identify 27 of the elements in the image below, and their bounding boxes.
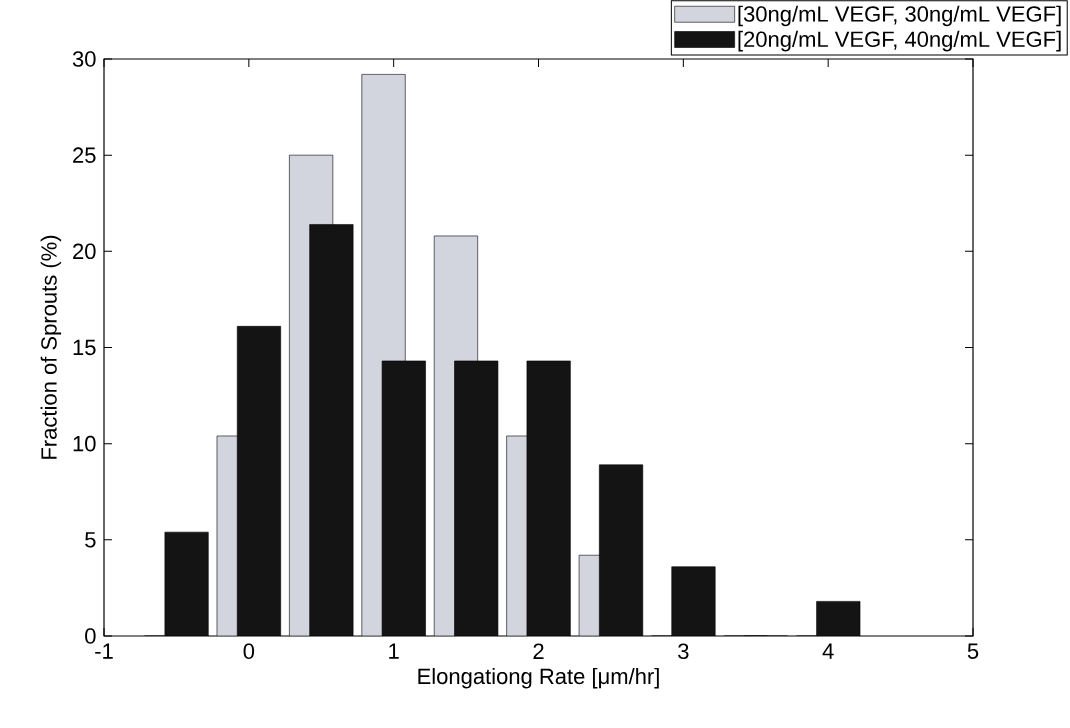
bar xyxy=(816,601,861,636)
x-tick-label: 4 xyxy=(822,643,834,659)
y-tick-label: 5 xyxy=(85,532,96,548)
x-tick-label: 3 xyxy=(678,643,689,660)
x-tick-label: 0 xyxy=(243,643,255,660)
bar xyxy=(671,566,716,636)
legend-label: [30ng/mL VEGF, 30ng/mL VEGF] xyxy=(738,5,1061,27)
y-tick-label: 30 xyxy=(72,51,96,67)
y-tick-label: 10 xyxy=(73,435,96,452)
bar xyxy=(237,326,281,636)
y-axis-title: Fraction of Sprouts (%) xyxy=(40,235,62,459)
x-tick-label: 1 xyxy=(389,643,399,659)
bar xyxy=(309,224,354,636)
bar xyxy=(382,360,426,636)
y-tick-label: 25 xyxy=(73,147,96,163)
y-tick-label: 15 xyxy=(73,339,96,356)
x-axis-title: Elongationg Rate [μm/hr] xyxy=(418,667,659,689)
y-tick-label: 20 xyxy=(73,243,96,260)
legend-label: [20ng/mL VEGF, 40ng/mL VEGF] xyxy=(738,30,1061,52)
x-tick-label: 5 xyxy=(967,643,979,659)
bar xyxy=(454,360,498,636)
bar xyxy=(164,532,209,636)
bar xyxy=(526,360,571,636)
x-tick-label: -1 xyxy=(95,643,113,659)
x-tick-label: 2 xyxy=(533,643,544,659)
bar xyxy=(599,464,643,636)
y-tick-label: 0 xyxy=(85,628,96,644)
